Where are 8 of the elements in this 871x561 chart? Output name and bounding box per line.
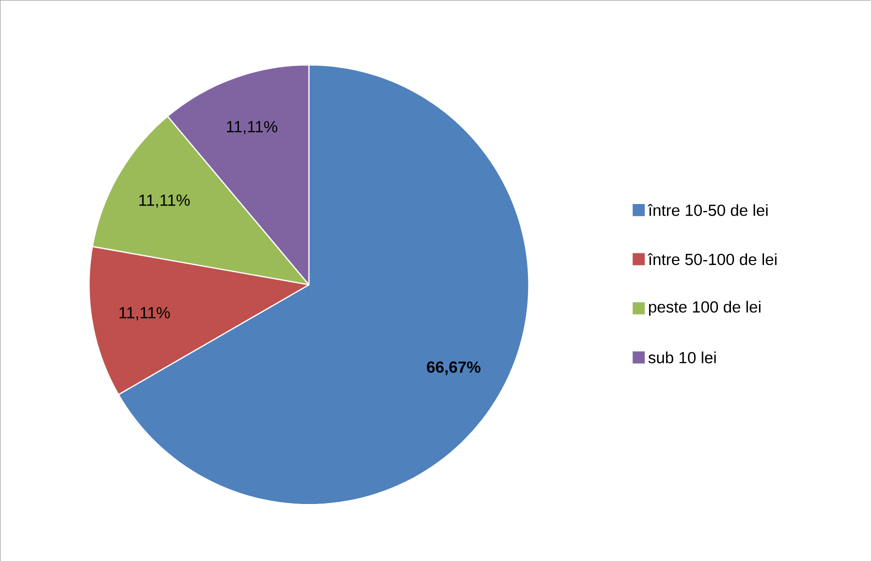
legend-label: între 10-50 de lei: [648, 204, 768, 216]
data-label: 11,11%: [120, 306, 170, 320]
data-label: 11,11%: [226, 120, 278, 134]
data-label: 66,67%: [426, 361, 480, 375]
legend-label: între 50-100 de lei: [648, 253, 776, 265]
legend-label: sub 10 lei: [648, 351, 716, 364]
legend-label: peste 100 de lei: [649, 300, 760, 316]
data-label: 11,11%: [139, 194, 190, 208]
